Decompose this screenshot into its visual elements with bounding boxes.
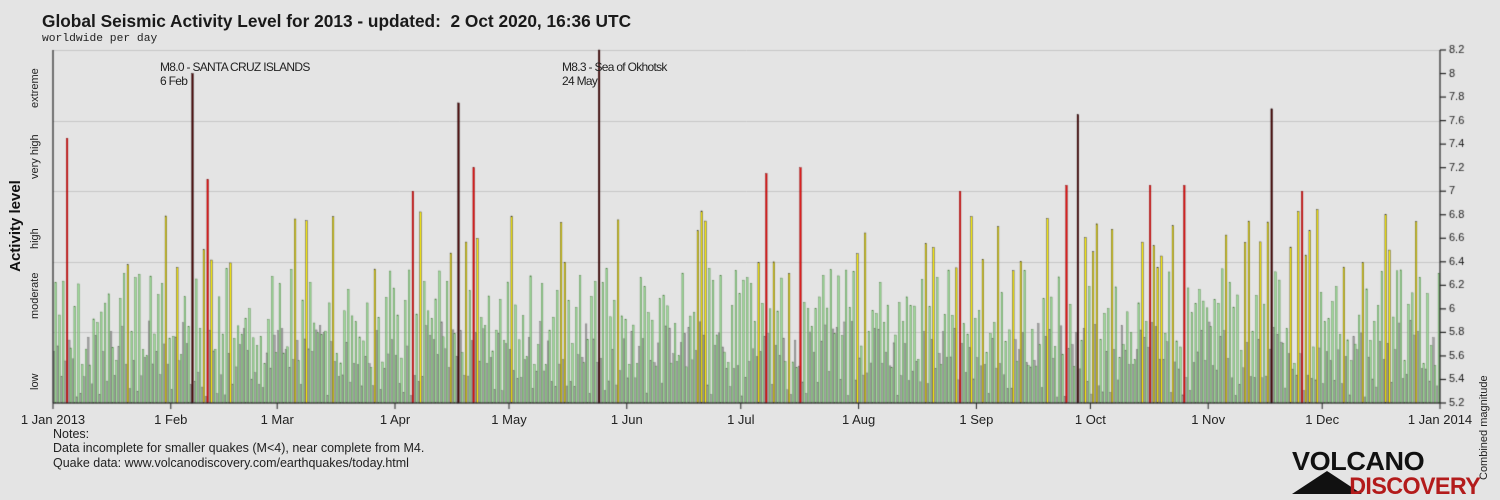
svg-text:DISCOVERY: DISCOVERY (1349, 474, 1481, 498)
svg-text:VOLCANO: VOLCANO (1292, 446, 1424, 475)
